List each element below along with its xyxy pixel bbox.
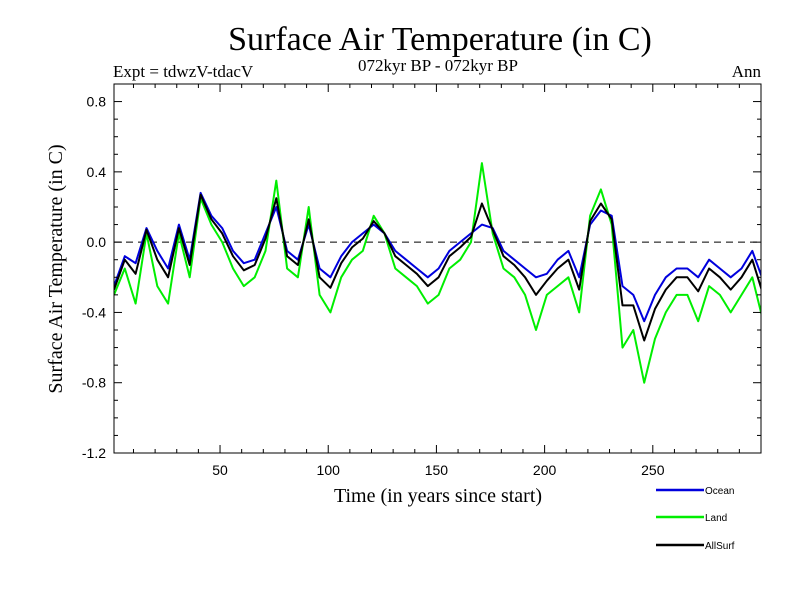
y-axis-label: Surface Air Temperature (in C) bbox=[45, 144, 67, 393]
y-tick-label: -1.2 bbox=[82, 445, 106, 461]
plot-frame bbox=[113, 83, 762, 454]
chart-title: Surface Air Temperature (in C) bbox=[228, 21, 652, 58]
series-line-land bbox=[114, 162, 761, 384]
x-tick-label: 200 bbox=[533, 462, 557, 478]
y-tick-label: -0.8 bbox=[82, 375, 106, 391]
y-tick-label: 0.0 bbox=[87, 234, 107, 250]
x-tick-label: 150 bbox=[425, 462, 449, 478]
y-tick-label: -0.4 bbox=[82, 304, 106, 320]
x-tick-label: 50 bbox=[212, 462, 228, 478]
legend-label-allsurf: AllSurf bbox=[705, 541, 735, 552]
x-axis-label: Time (in years since start) bbox=[334, 485, 542, 507]
legend: Ocean Land AllSurf bbox=[656, 486, 735, 552]
season-label: Ann bbox=[732, 62, 762, 81]
x-tick-label: 250 bbox=[641, 462, 665, 478]
period-label: 072kyr BP - 072kyr BP bbox=[358, 56, 518, 75]
experiment-label: Expt = tdwzV-tdacV bbox=[113, 62, 254, 81]
legend-label-ocean: Ocean bbox=[705, 486, 734, 497]
x-tick-label: 100 bbox=[317, 462, 341, 478]
y-tick-label: 0.4 bbox=[87, 164, 107, 180]
legend-label-land: Land bbox=[705, 513, 727, 524]
series-line-ocean bbox=[114, 191, 761, 323]
y-tick-label: 0.8 bbox=[87, 94, 107, 110]
axes: 50 100 150 200 250 -1.2 -0.8 -0.4 0.0 0.4 0.8 bbox=[82, 83, 762, 478]
